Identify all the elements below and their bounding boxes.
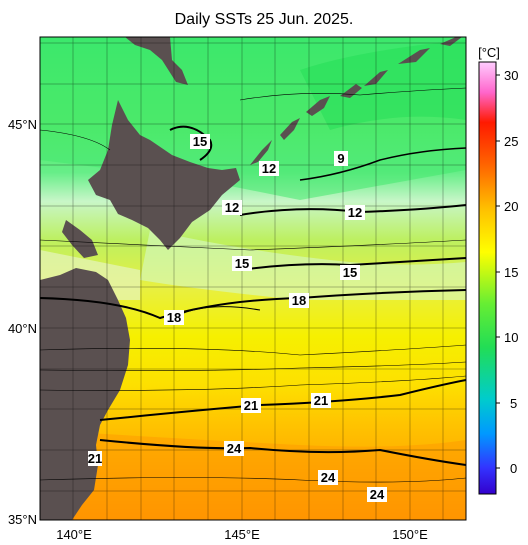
isotherm-label-text: 12 bbox=[262, 161, 276, 176]
latitude-labels: 45°N 40°N 35°N bbox=[8, 117, 37, 527]
isotherm-label-text: 21 bbox=[88, 451, 102, 466]
isotherm-label: 12 bbox=[222, 200, 242, 215]
isotherm-label: 9 bbox=[334, 151, 348, 166]
isotherm-label-text: 24 bbox=[227, 441, 242, 456]
isotherm-label-text: 21 bbox=[314, 393, 328, 408]
land bbox=[40, 37, 462, 520]
isotherm-label-group: 15 12 9 12 12 15 15 18 18 21 21 24 24 24… bbox=[88, 134, 387, 502]
isotherm-label: 21 bbox=[311, 393, 331, 408]
isotherm-label-text: 18 bbox=[167, 310, 181, 325]
lon-label: 145°E bbox=[224, 527, 260, 542]
isotherm-label: 18 bbox=[289, 293, 309, 308]
isotherm-label: 18 bbox=[164, 310, 184, 325]
isotherm-label-text: 15 bbox=[193, 134, 207, 149]
longitude-labels: 140°E 145°E 150°E bbox=[56, 527, 428, 542]
isotherm-label-text: 15 bbox=[235, 256, 249, 271]
colorbar-tick: 15 bbox=[504, 265, 518, 280]
colorbar-tick: 10 bbox=[504, 330, 518, 345]
lat-label: 35°N bbox=[8, 512, 37, 527]
isotherm-label: 21 bbox=[241, 398, 261, 413]
isotherm-label: 24 bbox=[224, 441, 244, 456]
lon-label: 140°E bbox=[56, 527, 92, 542]
isotherm-label: 15 bbox=[232, 256, 252, 271]
map-title: Daily SSTs 25 Jun. 2025. bbox=[174, 11, 354, 28]
lon-label: 150°E bbox=[392, 527, 428, 542]
isotherm-label-text: 18 bbox=[292, 293, 306, 308]
isotherm-label-text: 21 bbox=[244, 398, 258, 413]
isotherm-label: 15 bbox=[340, 265, 360, 280]
isotherm-label-text: 24 bbox=[321, 470, 336, 485]
colorbar-unit: [°C] bbox=[478, 45, 500, 60]
isotherm-label: 24 bbox=[367, 487, 387, 502]
lat-label: 40°N bbox=[8, 321, 37, 336]
isotherm-label-text: 12 bbox=[225, 200, 239, 215]
isotherm-label-text: 15 bbox=[343, 265, 357, 280]
colorbar-gradient bbox=[478, 61, 497, 495]
isotherm-label-text: 12 bbox=[348, 205, 362, 220]
isotherm-label-text: 24 bbox=[370, 487, 385, 502]
colorbar-tick: 5 bbox=[510, 396, 517, 411]
isotherm-label: 24 bbox=[318, 470, 338, 485]
isotherm-label: 21 bbox=[88, 451, 102, 466]
lat-label: 45°N bbox=[8, 117, 37, 132]
colorbar-tick: 0 bbox=[510, 461, 517, 476]
isotherm-label-text: 9 bbox=[337, 151, 344, 166]
colorbar-tick: 25 bbox=[504, 134, 518, 149]
colorbar-tick: 30 bbox=[504, 68, 518, 83]
colorbar: [°C] 30 25 20 15 10 5 0 bbox=[478, 45, 518, 495]
map-frame bbox=[39, 36, 467, 521]
isotherm-label: 15 bbox=[190, 134, 210, 149]
isotherm-label: 12 bbox=[345, 205, 365, 220]
colorbar-tick: 20 bbox=[504, 199, 518, 214]
sea-surface bbox=[40, 37, 466, 520]
isotherm-label: 12 bbox=[259, 161, 279, 176]
